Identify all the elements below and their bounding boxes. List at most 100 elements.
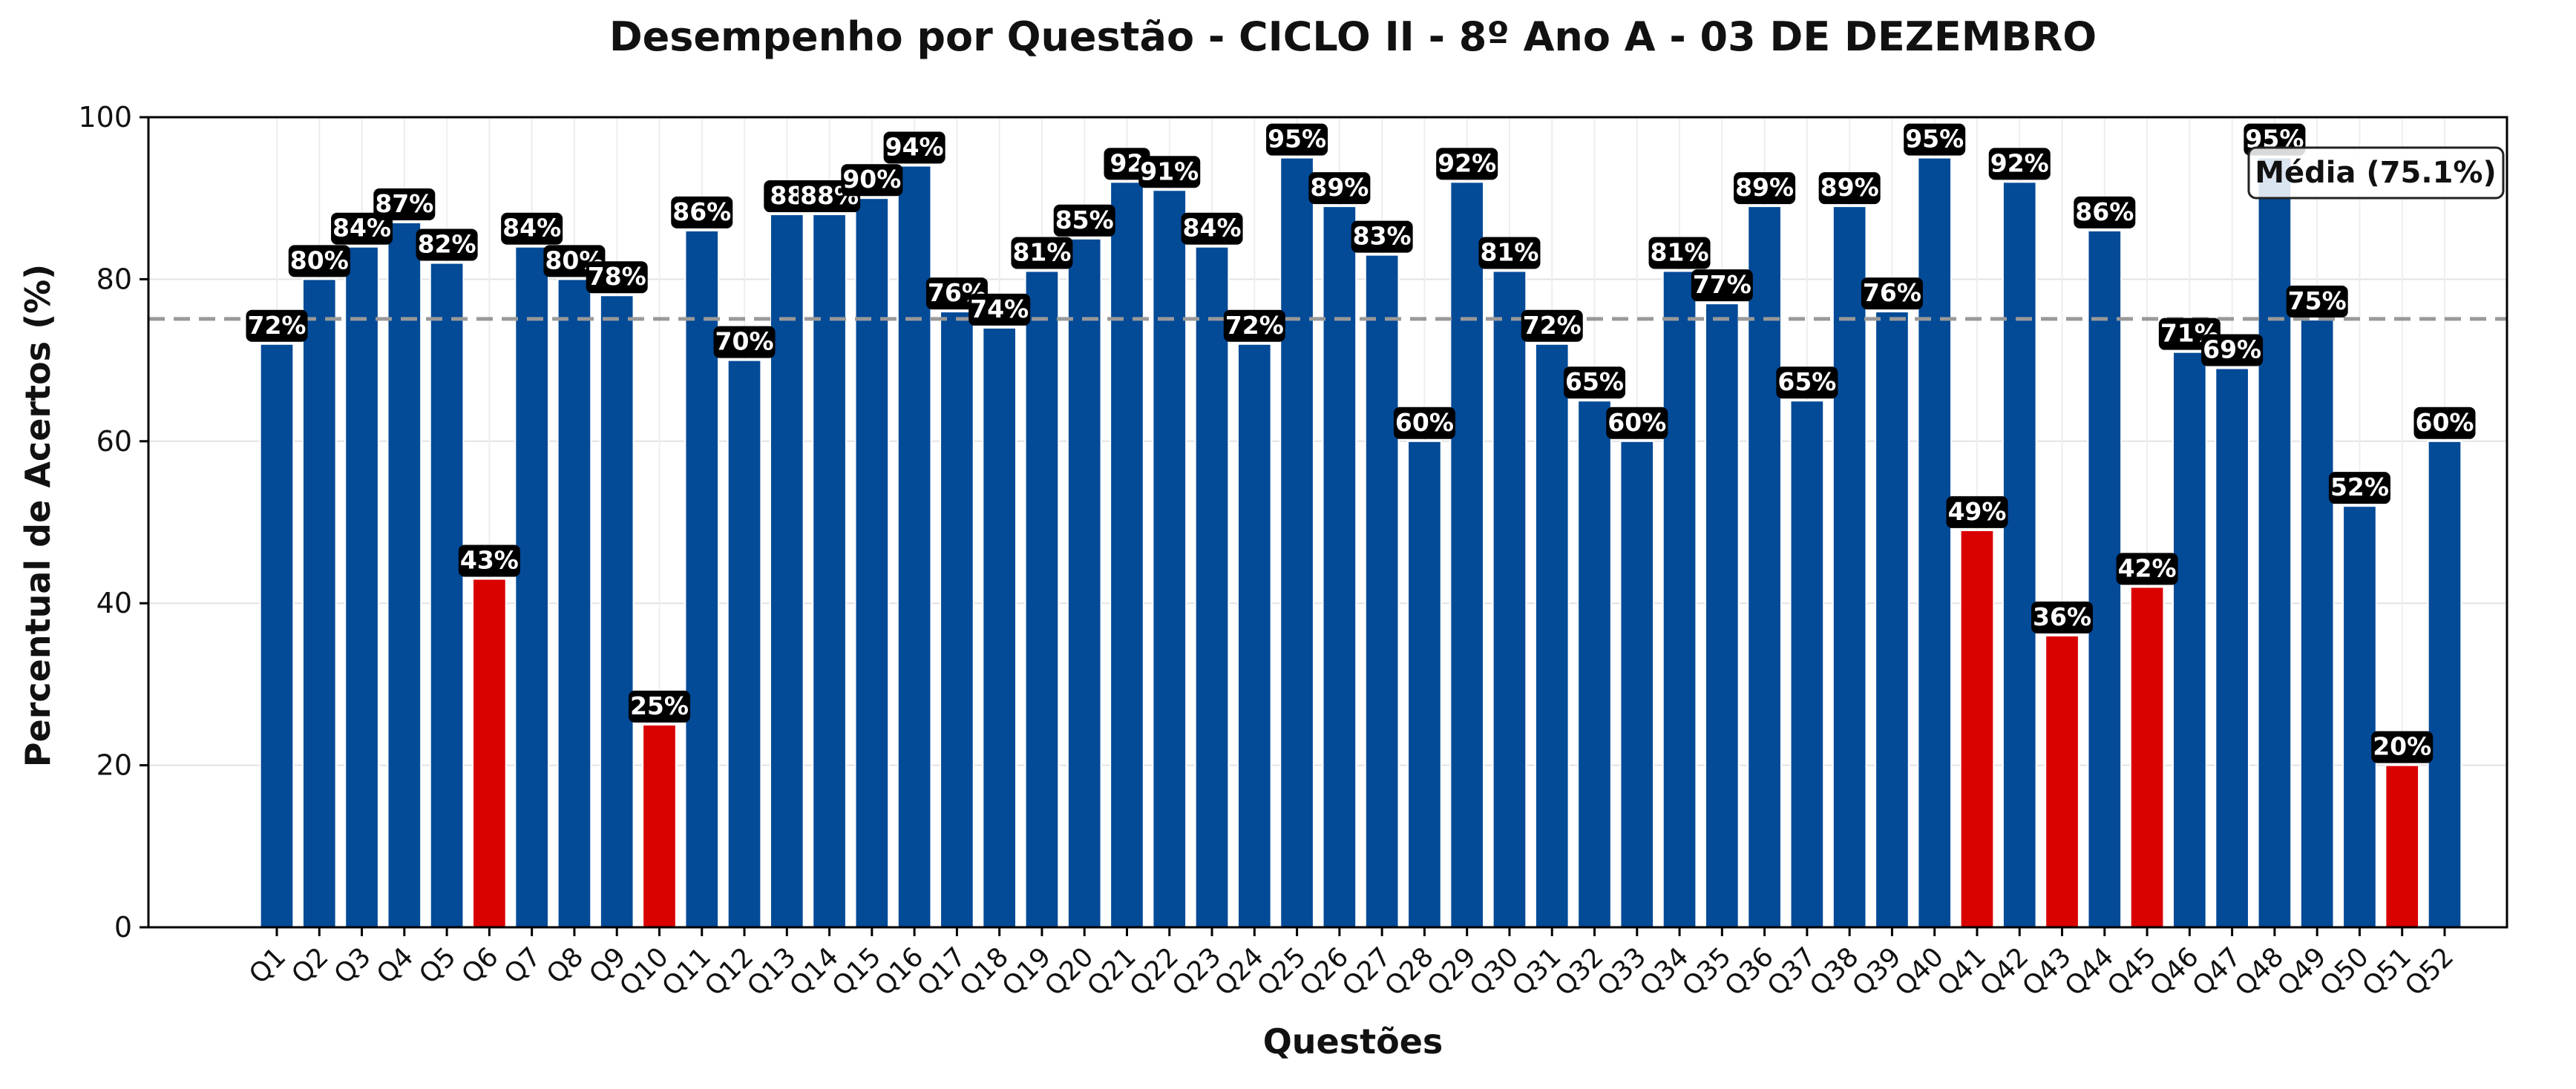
value-label: 65%	[1564, 366, 1626, 399]
value-label-box	[2031, 601, 2094, 634]
value-label-box	[2286, 286, 2348, 318]
value-label: 85%	[1053, 204, 1115, 237]
value-label-box	[969, 293, 1031, 326]
bar-q4	[387, 221, 422, 928]
value-label-text: 65%	[1777, 367, 1836, 396]
value-label: 81%	[1011, 237, 1073, 269]
bar-q47	[2215, 367, 2249, 928]
value-label: 70%	[713, 326, 776, 358]
value-label-text: 85%	[1055, 205, 1114, 234]
value-label-box	[1861, 277, 1923, 310]
value-label-text: 60%	[1607, 408, 1666, 437]
bar-q19	[1024, 270, 1060, 929]
value-label-text: 89%	[1820, 173, 1879, 202]
legend: Média (75.1%)	[2247, 146, 2505, 200]
y-tick-label: 0	[114, 911, 132, 944]
value-label: 84%	[501, 212, 563, 245]
bar-q20	[1066, 237, 1102, 928]
value-label-text: 78%	[588, 262, 646, 291]
value-label: 60%	[1606, 407, 1668, 439]
value-label-box	[1436, 148, 1498, 180]
value-label-text: 91%	[1140, 157, 1199, 185]
legend-box	[2247, 146, 2505, 200]
value-label-box	[1104, 148, 1150, 180]
bar-q7	[514, 246, 549, 929]
value-label: 74%	[969, 293, 1031, 326]
value-label-text: 42%	[2118, 553, 2177, 582]
value-label: 52%	[2328, 472, 2390, 504]
value-label-box	[1606, 407, 1668, 439]
value-label: 84%	[1181, 212, 1243, 245]
value-label: 95%	[1904, 123, 1966, 156]
value-label-box	[1266, 123, 1328, 156]
value-label-text: 87%	[375, 189, 433, 218]
bar-q18	[982, 326, 1017, 929]
value-label: 20%	[2371, 731, 2434, 763]
value-label-text: 75%	[2288, 286, 2347, 315]
bar-q9	[599, 295, 635, 928]
bar-q36	[1747, 205, 1782, 928]
value-label-text: 76%	[1863, 278, 1921, 307]
bar-q25	[1279, 157, 1314, 929]
value-label-text: 84%	[502, 214, 561, 243]
bar-q46	[2172, 351, 2207, 928]
value-label: 89%	[1734, 172, 1796, 205]
bar-q14	[812, 214, 847, 929]
value-label: 92	[1104, 148, 1150, 180]
bar-q16	[897, 165, 932, 928]
bar-q49	[2299, 319, 2335, 928]
value-label: 36%	[2031, 601, 2094, 634]
bar-q45	[2129, 586, 2165, 928]
y-tick-label: 80	[96, 263, 132, 295]
value-label-text: 92	[1110, 148, 1144, 177]
value-label-box	[373, 188, 436, 220]
value-label: 86%	[2074, 196, 2136, 228]
value-label-box	[671, 196, 733, 228]
value-label: 49%	[1946, 496, 2008, 528]
value-label: 92%	[1988, 148, 2051, 180]
y-tick-label: 20	[96, 749, 132, 782]
bar-q6	[472, 578, 507, 928]
value-label-box	[331, 212, 393, 245]
value-label-text: 72%	[1523, 311, 1582, 340]
value-label-text: 80%	[290, 246, 349, 274]
bar-q37	[1789, 400, 1825, 928]
value-label-box	[288, 245, 350, 277]
bar-q24	[1236, 343, 1272, 928]
value-label-text: 82%	[418, 230, 476, 259]
value-label-text: 25%	[630, 691, 689, 720]
value-label: 88	[764, 180, 810, 213]
value-label-box	[2074, 196, 2136, 228]
bar-q30	[1492, 270, 1527, 929]
plot-frame	[147, 116, 2508, 929]
bar-q11	[684, 229, 720, 928]
value-label-text: 86%	[2075, 197, 2134, 226]
bar-q31	[1534, 343, 1570, 928]
value-label-box	[1776, 366, 1838, 399]
bar-q21	[1110, 181, 1144, 929]
value-label: 81%	[1478, 237, 1541, 269]
value-label-text: 95%	[1905, 125, 1964, 154]
value-label-box	[1818, 172, 1881, 205]
value-label-text: 88	[770, 181, 804, 210]
bar-q8	[557, 278, 592, 928]
y-axis-label: Percentual de Acertos (%)	[18, 264, 58, 767]
value-label: 78%	[586, 261, 648, 294]
value-label: 60%	[1393, 407, 1455, 439]
bar-q41	[1959, 529, 1995, 928]
bar-q15	[854, 197, 890, 928]
value-label-text: 20%	[2373, 732, 2431, 761]
value-label: 69%	[2201, 334, 2264, 366]
bar-q17	[940, 311, 974, 928]
value-label-text: 81%	[1651, 237, 1709, 266]
value-label-box	[1181, 212, 1243, 245]
value-label: 72%	[246, 309, 308, 342]
value-label-box	[1393, 407, 1455, 439]
bar-q1	[259, 343, 295, 928]
value-label-text: 95%	[1268, 125, 1326, 154]
bar-q29	[1449, 181, 1485, 929]
value-label-box	[1946, 496, 2008, 528]
bar-q23	[1194, 246, 1230, 929]
value-label-text: 43%	[460, 545, 519, 574]
value-label-box	[501, 212, 563, 245]
